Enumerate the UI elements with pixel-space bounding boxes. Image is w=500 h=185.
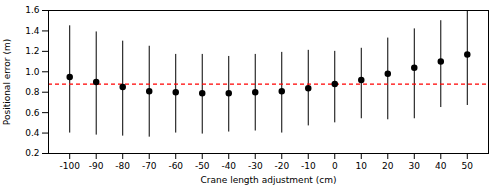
svg-text:-50: -50	[195, 161, 210, 171]
svg-text:-100: -100	[59, 161, 80, 171]
svg-text:1.0: 1.0	[25, 67, 40, 77]
svg-text:0.4: 0.4	[25, 128, 40, 138]
svg-text:-30: -30	[248, 161, 263, 171]
svg-text:0.6: 0.6	[25, 108, 40, 118]
svg-text:1.6: 1.6	[25, 5, 40, 15]
svg-text:0.8: 0.8	[25, 87, 40, 97]
svg-text:30: 30	[409, 161, 421, 171]
svg-text:50: 50	[462, 161, 474, 171]
svg-text:-40: -40	[221, 161, 236, 171]
svg-text:-20: -20	[274, 161, 289, 171]
svg-text:Crane length adjustment (cm): Crane length adjustment (cm)	[201, 175, 337, 185]
svg-text:20: 20	[382, 161, 394, 171]
svg-text:Positional error (m): Positional error (m)	[2, 39, 12, 125]
svg-text:40: 40	[435, 161, 447, 171]
svg-text:-10: -10	[301, 161, 316, 171]
svg-text:-60: -60	[168, 161, 183, 171]
svg-text:-90: -90	[89, 161, 104, 171]
svg-text:-70: -70	[142, 161, 157, 171]
svg-text:10: 10	[356, 161, 368, 171]
svg-text:0.2: 0.2	[25, 148, 39, 158]
svg-text:1.2: 1.2	[25, 46, 39, 56]
svg-text:0: 0	[332, 161, 338, 171]
svg-text:-80: -80	[115, 161, 130, 171]
svg-text:1.4: 1.4	[25, 26, 40, 36]
